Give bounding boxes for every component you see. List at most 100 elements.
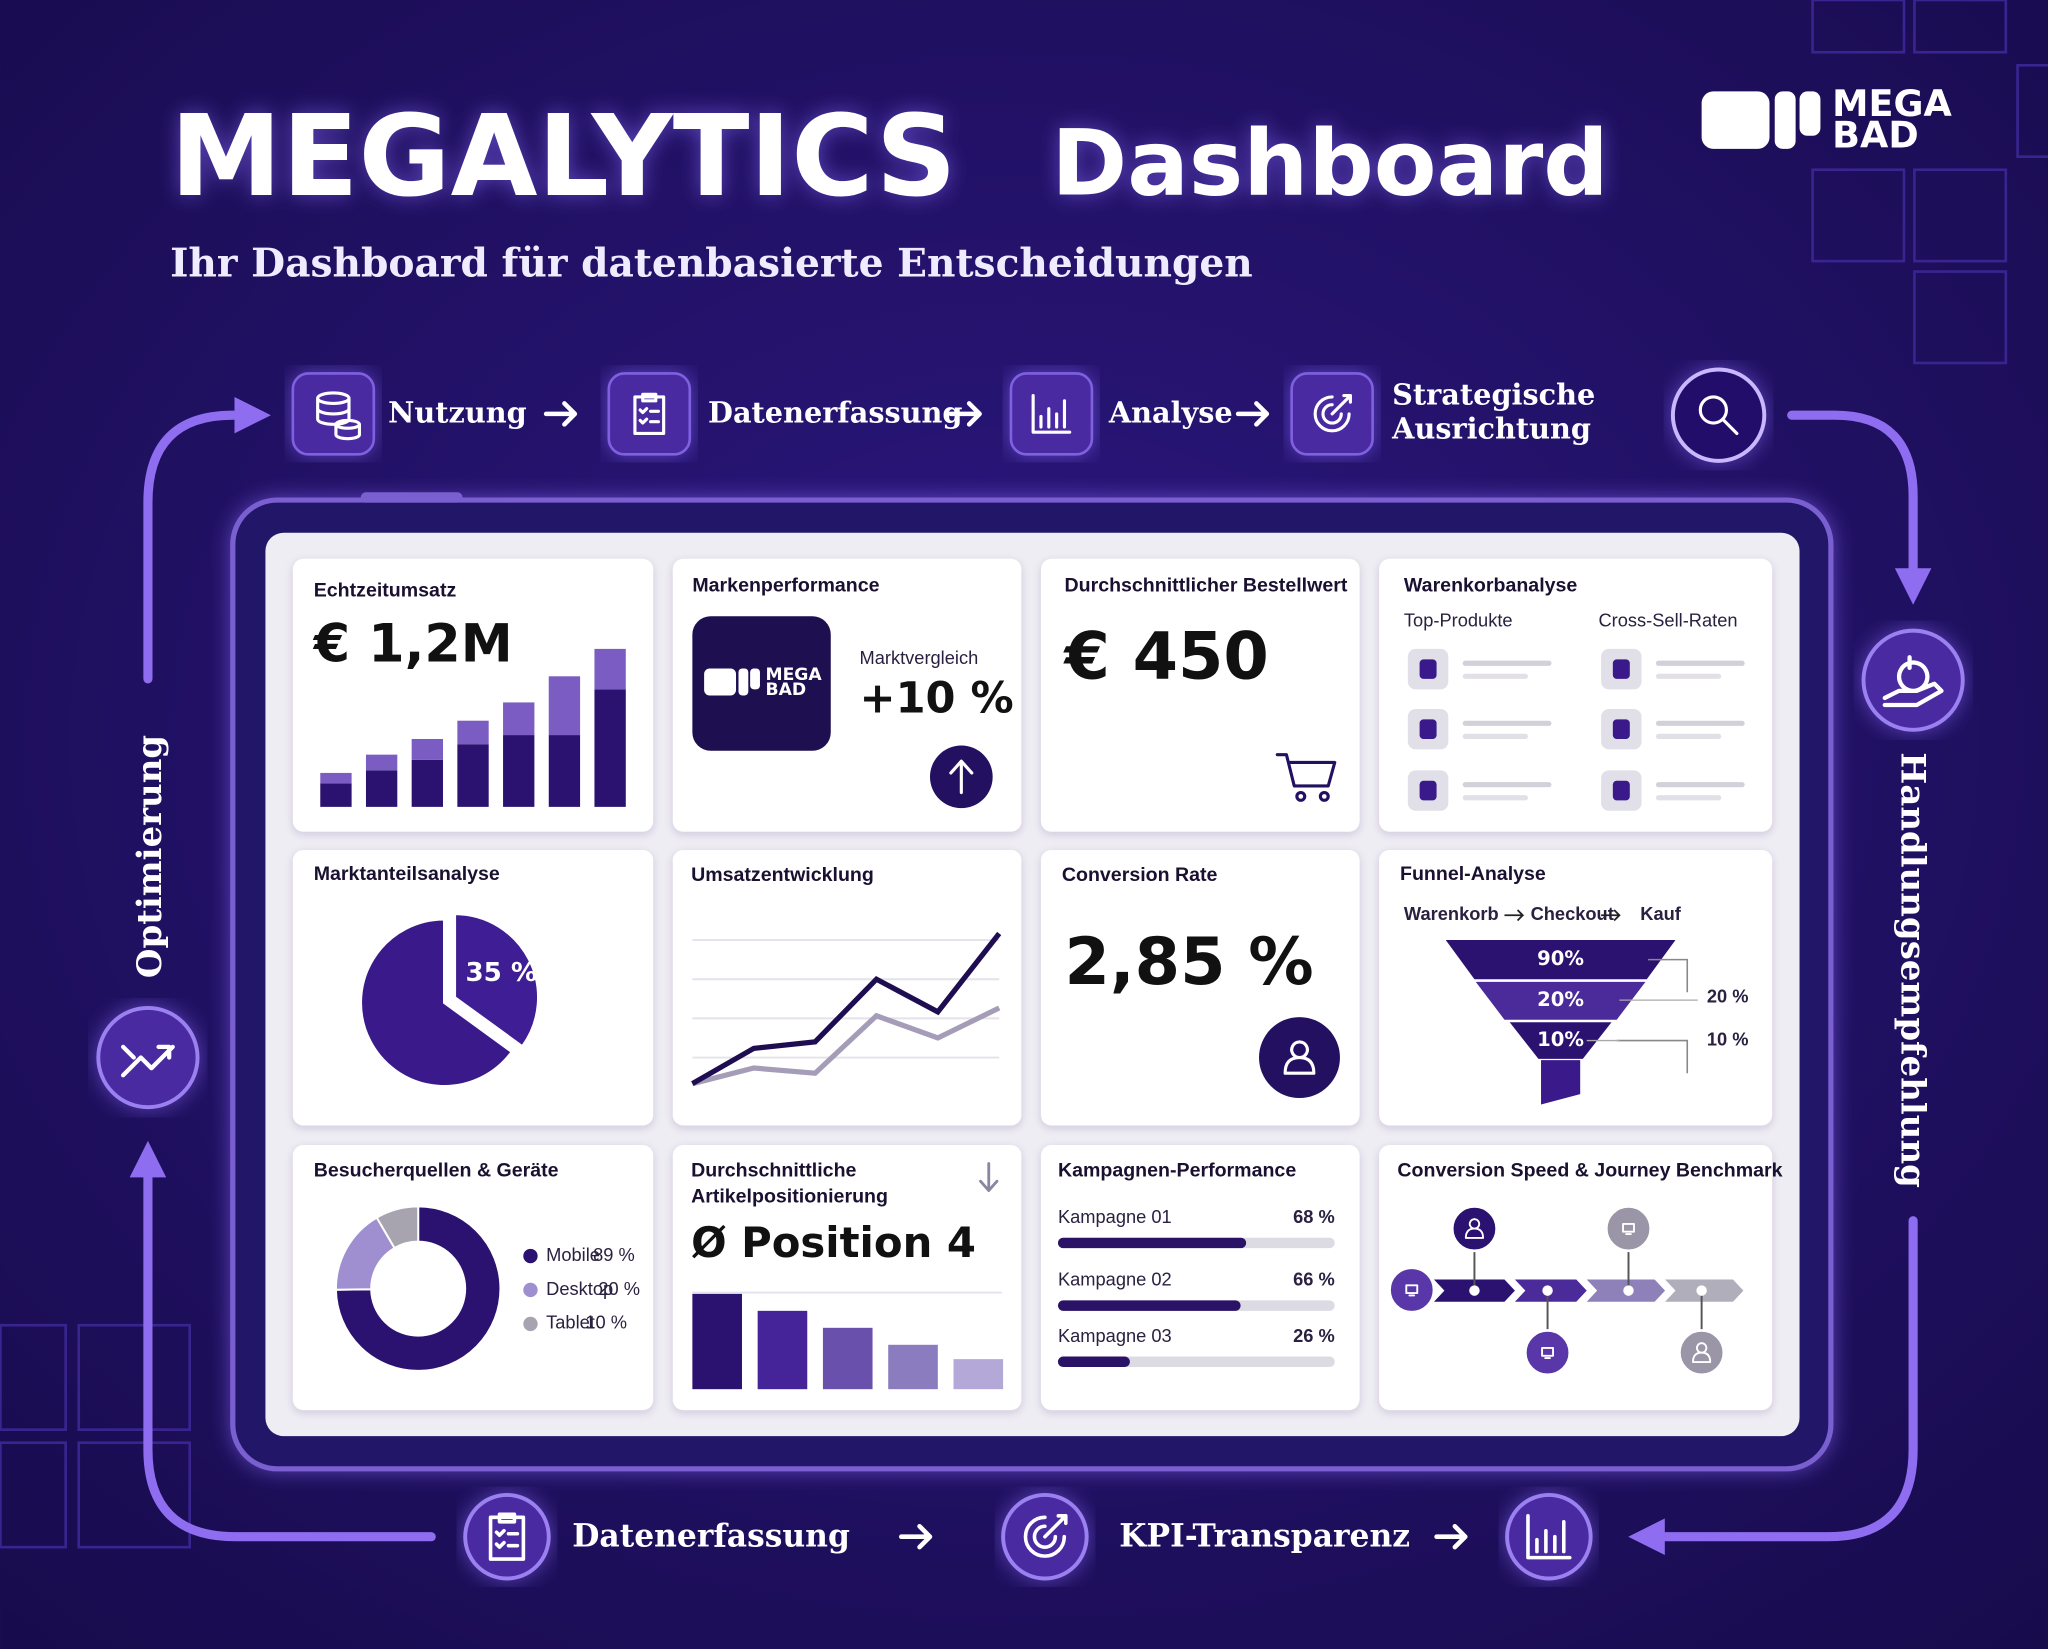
- logo-block: [1799, 91, 1821, 136]
- funnel-step: Kauf: [1640, 903, 1682, 924]
- icon-glyph: [1405, 1284, 1419, 1297]
- icon-stroke: [1295, 790, 1307, 802]
- bar: [1057, 1237, 1247, 1249]
- legend-value: 89 %: [593, 1244, 635, 1265]
- campaign-value: 68 %: [1293, 1206, 1335, 1227]
- card-title: Umsatzentwicklung: [691, 864, 874, 886]
- icon-tile: [1009, 372, 1094, 456]
- loop-arrow: [143, 396, 271, 684]
- icon-tile: [607, 372, 692, 456]
- icon-stroke: [1622, 1222, 1635, 1236]
- icon-circle: [96, 1005, 200, 1110]
- journey-dot: [1696, 1285, 1707, 1296]
- drop-label: 20 %: [1707, 985, 1749, 1006]
- icon-glyph: [949, 759, 974, 795]
- icon-glyph: [1692, 1342, 1712, 1363]
- placeholder-line: [1462, 733, 1528, 739]
- icon-glyph: [979, 1162, 999, 1193]
- card-title: Marktanteilsanalyse: [314, 863, 500, 885]
- card: [672, 849, 1022, 1126]
- flow-label: Strategische: [1392, 377, 1595, 411]
- trend-line: [691, 931, 1002, 1086]
- flow-arrow: [1235, 401, 1270, 427]
- card-title: Durchschnittlicher Bestellwert: [1064, 574, 1347, 596]
- icon-stroke: [949, 759, 974, 795]
- funnel-step: Checkout: [1531, 903, 1614, 924]
- funnel-level-label: 20%: [1537, 988, 1584, 1011]
- kpi-value: Ø Position 4: [691, 1218, 976, 1267]
- legend-label: Tablet: [546, 1312, 595, 1333]
- decor-tiles: [0, 0, 2048, 1549]
- journey-node: [1605, 1205, 1653, 1253]
- placeholder-line: [1655, 720, 1745, 726]
- flow-label: Analyse: [1108, 396, 1233, 430]
- flow-arrow: [1434, 1523, 1468, 1550]
- icon-stroke: [1541, 1346, 1554, 1360]
- title-main: MEGALYTICS: [170, 92, 956, 222]
- donut-slice: [334, 1205, 502, 1372]
- logo-block: [738, 668, 749, 696]
- icon-stroke: [334, 418, 362, 441]
- bar: [953, 1359, 1004, 1390]
- bar-segment: [320, 783, 352, 807]
- bar-segment: [503, 735, 535, 807]
- step-arrow: [1601, 909, 1621, 922]
- drop-bracket: [1616, 958, 1689, 1074]
- bar-segment: [594, 648, 626, 690]
- funnel-level: [1509, 1022, 1612, 1059]
- icon-stroke: [120, 1044, 175, 1078]
- card-title: Kampagnen-Performance: [1058, 1159, 1296, 1181]
- card-title: Funnel-Analyse: [1400, 863, 1546, 885]
- loop-arrow: [1628, 1216, 1918, 1555]
- bar-segment: [365, 754, 398, 771]
- pie-label: 35 %: [466, 958, 538, 988]
- icon-glyph: [1283, 1040, 1316, 1075]
- product-glyph: [1612, 659, 1630, 679]
- icon-glyph: [1023, 1514, 1068, 1558]
- bar-segment: [457, 720, 489, 745]
- campaign-label: Kampagne 02: [1058, 1269, 1172, 1290]
- kpi-value: +10 %: [859, 674, 1013, 724]
- drop-label: 10 %: [1707, 1028, 1749, 1049]
- legend-value: 20 %: [598, 1278, 640, 1299]
- kpi-label: Marktvergleich: [859, 647, 978, 668]
- icon-stroke: [979, 1162, 999, 1193]
- card-title: Conversion Speed & Journey Benchmark: [1397, 1159, 1782, 1181]
- icon-stroke: [633, 392, 666, 436]
- drop-line: [1586, 999, 1698, 1042]
- column-label: Top-Produkte: [1404, 609, 1513, 630]
- funnel-level-label: 90%: [1537, 947, 1584, 970]
- icon-glyph: [1882, 655, 1944, 708]
- search-circle: [1670, 367, 1767, 463]
- card-title: Artikelpositionierung: [691, 1185, 888, 1207]
- campaign-label: Kampagne 01: [1058, 1206, 1172, 1227]
- icon-stroke: [1698, 395, 1739, 436]
- logo-block: [750, 668, 760, 690]
- campaign-value: 26 %: [1293, 1325, 1335, 1346]
- legend-swatch: [523, 1316, 538, 1332]
- bar: [692, 1293, 742, 1390]
- logo-text: BAD: [765, 680, 806, 700]
- icon-glyph: [1526, 1514, 1572, 1560]
- flow-label: KPI-Transparenz: [1119, 1519, 1410, 1555]
- logo-block: [1701, 91, 1770, 149]
- flow-arrow: [898, 1523, 933, 1550]
- content: MEGALYTICS Dashboard Ihr Dashboard für dat…: [96, 82, 1965, 1581]
- icon-circle: [1861, 628, 1965, 732]
- placeholder-line: [1462, 660, 1552, 666]
- bar-segment: [503, 702, 535, 736]
- legend-label: Desktop: [546, 1278, 613, 1299]
- icon-stroke: [1313, 394, 1352, 433]
- flow-label: Datenerfassung: [708, 396, 962, 430]
- kpi-value: 2,85 %: [1064, 924, 1313, 1000]
- bar-segment: [457, 744, 489, 807]
- bar-segment: [548, 735, 581, 807]
- placeholder-line: [1655, 795, 1722, 801]
- icon-stroke: [1283, 1040, 1316, 1075]
- icon-glyph: [633, 392, 666, 436]
- icon-stroke: [1318, 790, 1330, 802]
- bar: [1057, 1300, 1241, 1311]
- journey-node: [1524, 1329, 1572, 1377]
- icon-glyph: [316, 391, 362, 441]
- loop-arrow: [129, 1140, 436, 1542]
